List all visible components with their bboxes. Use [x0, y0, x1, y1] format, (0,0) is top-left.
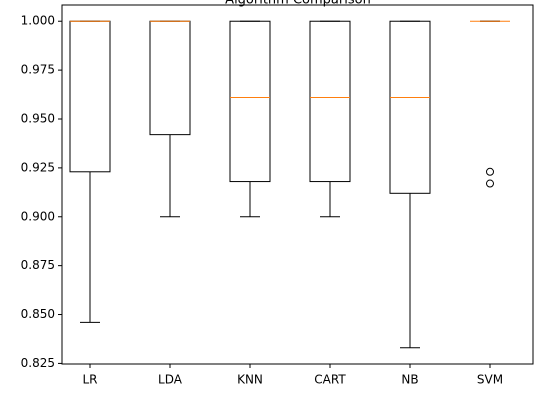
x-tick-label: LR [82, 373, 97, 387]
flier [486, 167, 494, 176]
flier [486, 179, 494, 188]
y-tick-label: 0.975 [21, 63, 55, 77]
y-tick-label: 0.850 [21, 307, 55, 321]
box [229, 20, 271, 183]
box [309, 20, 351, 183]
chart-title: Algorithm Comparison [225, 0, 371, 8]
y-tick-label: 0.950 [21, 111, 55, 125]
x-tick-label: CART [314, 373, 346, 387]
x-tick-label: LDA [158, 373, 183, 387]
x-tick-label: NB [401, 373, 418, 387]
y-tick-label: 0.875 [21, 258, 55, 272]
plot-frame [61, 4, 534, 365]
y-tick-label: 0.825 [21, 356, 55, 370]
y-tick-label: 0.900 [21, 209, 55, 223]
y-tick-label: 0.925 [21, 160, 55, 174]
box [389, 20, 431, 194]
y-tick-label: 1.000 [21, 14, 55, 28]
x-tick-label: SVM [477, 373, 503, 387]
x-tick-label: KNN [237, 373, 263, 387]
